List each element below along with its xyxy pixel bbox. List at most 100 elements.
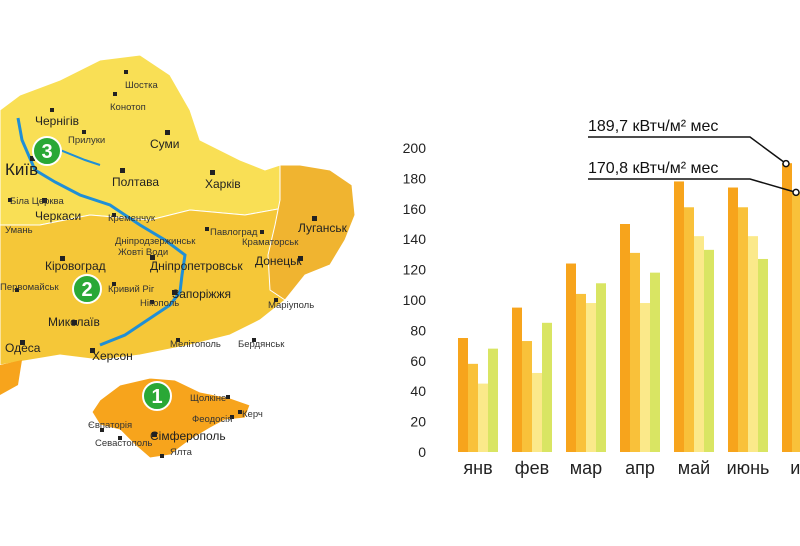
city-konotop: Конотоп: [110, 102, 146, 113]
annotations: 189,7 кВтч/м² мес 170,8 кВтч/м² мес: [588, 118, 800, 197]
bar: [488, 348, 498, 452]
bar: [566, 263, 576, 452]
bar: [522, 341, 532, 452]
bar: [586, 303, 596, 452]
bar: [542, 322, 552, 452]
city-kerch: Керч: [242, 409, 263, 420]
svg-text:2: 2: [81, 279, 92, 301]
annotation-dot: [792, 188, 800, 197]
category-label: ию: [790, 458, 800, 478]
annotation-leader-line: [588, 178, 797, 194]
bar: [728, 187, 738, 452]
city-markers: [8, 70, 317, 458]
bar: [620, 224, 630, 452]
category-label: май: [678, 458, 710, 478]
city-bila-tserkva: Біла Церква: [10, 196, 65, 207]
bar: [650, 272, 660, 452]
city-feodosia: Феодосія: [192, 414, 232, 425]
y-tick-label: 200: [403, 140, 427, 156]
city-chernihiv: Чернігів: [35, 114, 79, 128]
annotation-dot: [782, 159, 790, 168]
bar: [694, 236, 704, 452]
bar: [674, 181, 684, 452]
y-tick-label: 100: [403, 292, 427, 308]
bar: [512, 307, 522, 452]
city-poltava: Полтава: [112, 175, 159, 189]
city-sevastopol: Севастополь: [95, 438, 152, 449]
bar: [748, 236, 758, 452]
city-dniprodzerzhynsk: Дніпродзержинськ: [115, 236, 196, 247]
bar: [532, 372, 542, 452]
city-shcholkine: Щолкіне: [190, 393, 226, 404]
city-kirovohrad: Кіровоград: [45, 259, 106, 273]
city-kharkiv: Харків: [205, 177, 241, 191]
city-luhansk: Луганськ: [298, 221, 348, 235]
y-tick-label: 140: [403, 231, 427, 247]
y-axis-ticks: 0 20 40 60 80 100 120 140 160 180 200: [403, 140, 427, 460]
city-donetsk: Донецьк: [255, 254, 302, 268]
annotation-leader-line: [588, 136, 787, 165]
y-tick-label: 40: [410, 383, 426, 399]
category-label: июнь: [727, 458, 770, 478]
bar: [792, 192, 800, 452]
bar: [684, 207, 694, 452]
bar: [782, 163, 792, 452]
city-mykolaiv: Миколаїв: [48, 315, 100, 329]
bar: [478, 383, 488, 452]
annotation-label: 170,8 кВтч/м² мес: [588, 160, 718, 177]
bar: [630, 252, 640, 452]
dnipro-river: [16, 117, 187, 347]
y-tick-label: 80: [410, 322, 426, 338]
insolation-bar-chart: 0 20 40 60 80 100 120 140 160 180 200 янв фев мар апр…: [403, 118, 800, 478]
y-tick-label: 120: [403, 262, 427, 278]
city-mariupol: Маріуполь: [268, 300, 314, 311]
city-melitopol: Мелітополь: [170, 339, 221, 350]
zone-badge-3: 3: [32, 136, 62, 166]
zone-badge-1: 1: [142, 381, 172, 411]
city-cherkasy: Черкаси: [35, 209, 81, 223]
city-shostka: Шостка: [125, 80, 158, 91]
city-kyiv: Київ: [5, 160, 38, 179]
city-yalta: Ялта: [170, 447, 193, 458]
bar: [468, 363, 478, 452]
city-pavlohrad: Павлоград: [210, 227, 258, 238]
category-label: апр: [625, 458, 655, 478]
city-kherson: Херсон: [92, 349, 133, 363]
bar: [576, 293, 586, 452]
city-pervomaisk: Первомайськ: [0, 282, 59, 293]
city-kryvyi-rih: Кривий Ріг: [108, 284, 155, 295]
city-zhovti-vody: Жовті Води: [118, 247, 168, 258]
zone-1-crimea: [91, 377, 251, 459]
city-odesa: Одеса: [5, 341, 41, 355]
city-sumy: Суми: [150, 137, 179, 151]
ukraine-solar-map: Шостка Конотоп Чернігів Суми Прилуки Киї…: [0, 54, 356, 459]
y-tick-label: 180: [403, 170, 427, 186]
category-label: мар: [570, 458, 602, 478]
annotation-label: 189,7 кВтч/м² мес: [588, 118, 718, 135]
bar: [458, 338, 468, 452]
bar: [640, 303, 650, 452]
southwest-region: [0, 360, 22, 395]
city-berdiansk: Бердянськ: [238, 339, 285, 350]
y-tick-label: 0: [418, 444, 426, 460]
city-uman: Умань: [5, 225, 33, 236]
category-label: янв: [463, 458, 492, 478]
bar: [758, 258, 768, 452]
city-kramatorsk: Краматорськ: [242, 237, 299, 248]
city-zaporizhzhia: Запоріжжя: [172, 287, 231, 301]
y-tick-label: 60: [410, 353, 426, 369]
zone-badge-2: 2: [72, 274, 102, 304]
city-simferopol: Сімферополь: [150, 429, 226, 443]
bar: [738, 207, 748, 452]
city-pryluky: Прилуки: [68, 135, 105, 146]
bar: [704, 249, 714, 452]
y-tick-label: 20: [410, 414, 426, 430]
y-tick-label: 160: [403, 201, 427, 217]
city-yevpatoria: Євпаторія: [88, 420, 132, 431]
bars: [458, 163, 800, 452]
city-nikopol: Нікополь: [140, 298, 179, 309]
svg-text:1: 1: [151, 386, 162, 408]
svg-text:3: 3: [41, 141, 52, 163]
x-axis-labels: янв фев мар апр майиюньию: [463, 458, 800, 478]
bar: [596, 283, 606, 452]
